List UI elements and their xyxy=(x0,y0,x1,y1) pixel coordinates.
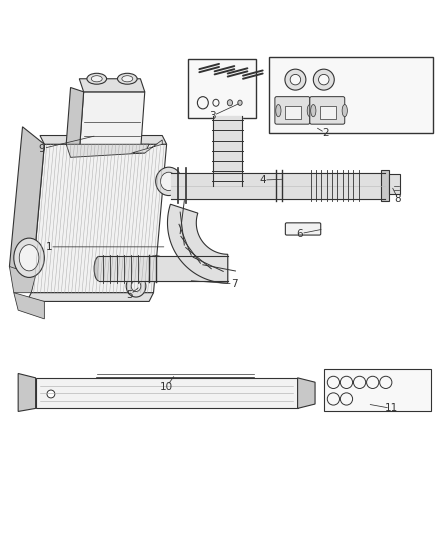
Ellipse shape xyxy=(91,76,102,82)
Text: 11: 11 xyxy=(385,403,398,414)
Text: 2: 2 xyxy=(323,128,329,139)
Ellipse shape xyxy=(313,69,334,90)
Polygon shape xyxy=(31,144,166,293)
Ellipse shape xyxy=(117,74,137,84)
Bar xyxy=(188,59,256,118)
Polygon shape xyxy=(10,266,35,293)
Polygon shape xyxy=(66,87,84,153)
Bar xyxy=(269,57,433,133)
Ellipse shape xyxy=(19,245,39,271)
Bar xyxy=(381,171,389,201)
Ellipse shape xyxy=(148,261,163,277)
Bar xyxy=(320,106,336,119)
Polygon shape xyxy=(18,374,35,411)
Polygon shape xyxy=(66,144,149,157)
Bar xyxy=(389,174,400,195)
Ellipse shape xyxy=(144,256,168,282)
Text: 10: 10 xyxy=(160,382,173,392)
FancyBboxPatch shape xyxy=(275,96,310,124)
Ellipse shape xyxy=(227,100,233,106)
Polygon shape xyxy=(79,79,145,92)
FancyBboxPatch shape xyxy=(310,96,345,124)
Ellipse shape xyxy=(290,75,300,85)
Ellipse shape xyxy=(155,167,182,196)
Text: 7: 7 xyxy=(231,279,237,289)
Ellipse shape xyxy=(68,138,73,142)
Text: 8: 8 xyxy=(395,194,401,204)
Polygon shape xyxy=(10,127,44,293)
Ellipse shape xyxy=(120,138,126,142)
FancyBboxPatch shape xyxy=(286,223,321,235)
Text: 1: 1 xyxy=(46,242,52,252)
Polygon shape xyxy=(297,378,315,408)
Polygon shape xyxy=(132,140,162,153)
Ellipse shape xyxy=(14,238,44,277)
Ellipse shape xyxy=(311,104,316,117)
Bar xyxy=(286,106,301,119)
Text: 4: 4 xyxy=(259,175,266,185)
Polygon shape xyxy=(167,204,228,283)
Text: 9: 9 xyxy=(39,143,46,154)
Text: 5: 5 xyxy=(126,290,133,300)
Ellipse shape xyxy=(126,275,146,297)
Ellipse shape xyxy=(122,76,133,82)
Ellipse shape xyxy=(94,256,104,281)
Polygon shape xyxy=(27,293,153,302)
Text: 3: 3 xyxy=(209,111,216,121)
Bar xyxy=(324,369,431,410)
Ellipse shape xyxy=(238,100,242,106)
Ellipse shape xyxy=(318,75,329,85)
Bar xyxy=(35,378,297,408)
Ellipse shape xyxy=(131,281,141,292)
Polygon shape xyxy=(14,293,44,319)
Ellipse shape xyxy=(342,104,347,117)
Text: 6: 6 xyxy=(297,229,303,239)
Ellipse shape xyxy=(285,69,306,90)
Ellipse shape xyxy=(87,74,106,84)
Ellipse shape xyxy=(160,172,177,190)
Ellipse shape xyxy=(47,390,55,398)
Ellipse shape xyxy=(307,104,312,117)
Polygon shape xyxy=(40,135,166,144)
Polygon shape xyxy=(79,92,145,153)
Ellipse shape xyxy=(276,104,281,117)
